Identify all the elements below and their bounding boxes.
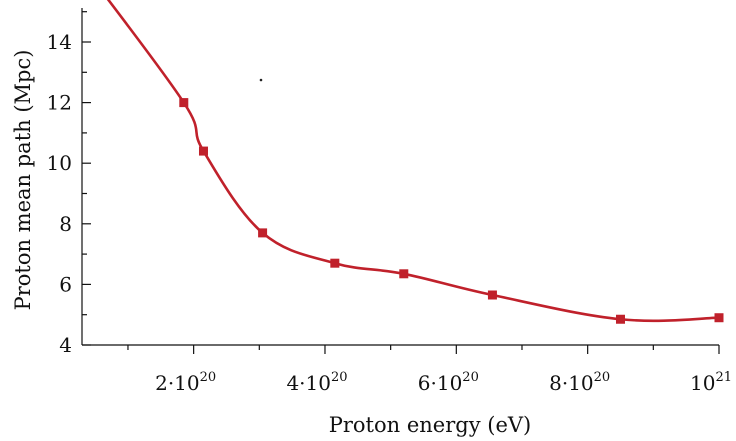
y-tick-label: 14 [47, 30, 72, 54]
data-point-marker [179, 98, 189, 108]
x-tick-label: 1021 [690, 370, 732, 395]
stray-dot [259, 78, 263, 82]
x-ticks: 2·1020 4·1020 6·1020 8·1020 1021 [127, 345, 732, 395]
y-axis-title: Proton mean path (Mpc) [11, 50, 35, 311]
series-markers [179, 98, 724, 324]
axes [81, 8, 719, 346]
y-tick-label: 8 [59, 212, 72, 236]
y-tick-label: 6 [59, 272, 72, 296]
data-point-marker [399, 269, 409, 279]
y-tick-label: 12 [47, 91, 72, 115]
data-point-marker [714, 313, 724, 323]
y-ticks: 46810121416 [47, 11, 91, 357]
x-axis-title: Proton energy (eV) [329, 413, 531, 437]
x-tick-label: 2·1020 [155, 370, 216, 395]
data-point-marker [487, 290, 497, 300]
data-point-marker [330, 258, 340, 268]
data-point-marker [258, 228, 268, 238]
x-tick-label: 6·1020 [418, 370, 479, 395]
data-point-marker [615, 314, 625, 324]
x-tick-label: 8·1020 [549, 370, 610, 395]
y-tick-label: 4 [59, 333, 72, 357]
y-tick-label: 10 [47, 151, 72, 175]
x-tick-label: 4·1020 [286, 370, 347, 395]
data-point-marker [198, 146, 208, 156]
